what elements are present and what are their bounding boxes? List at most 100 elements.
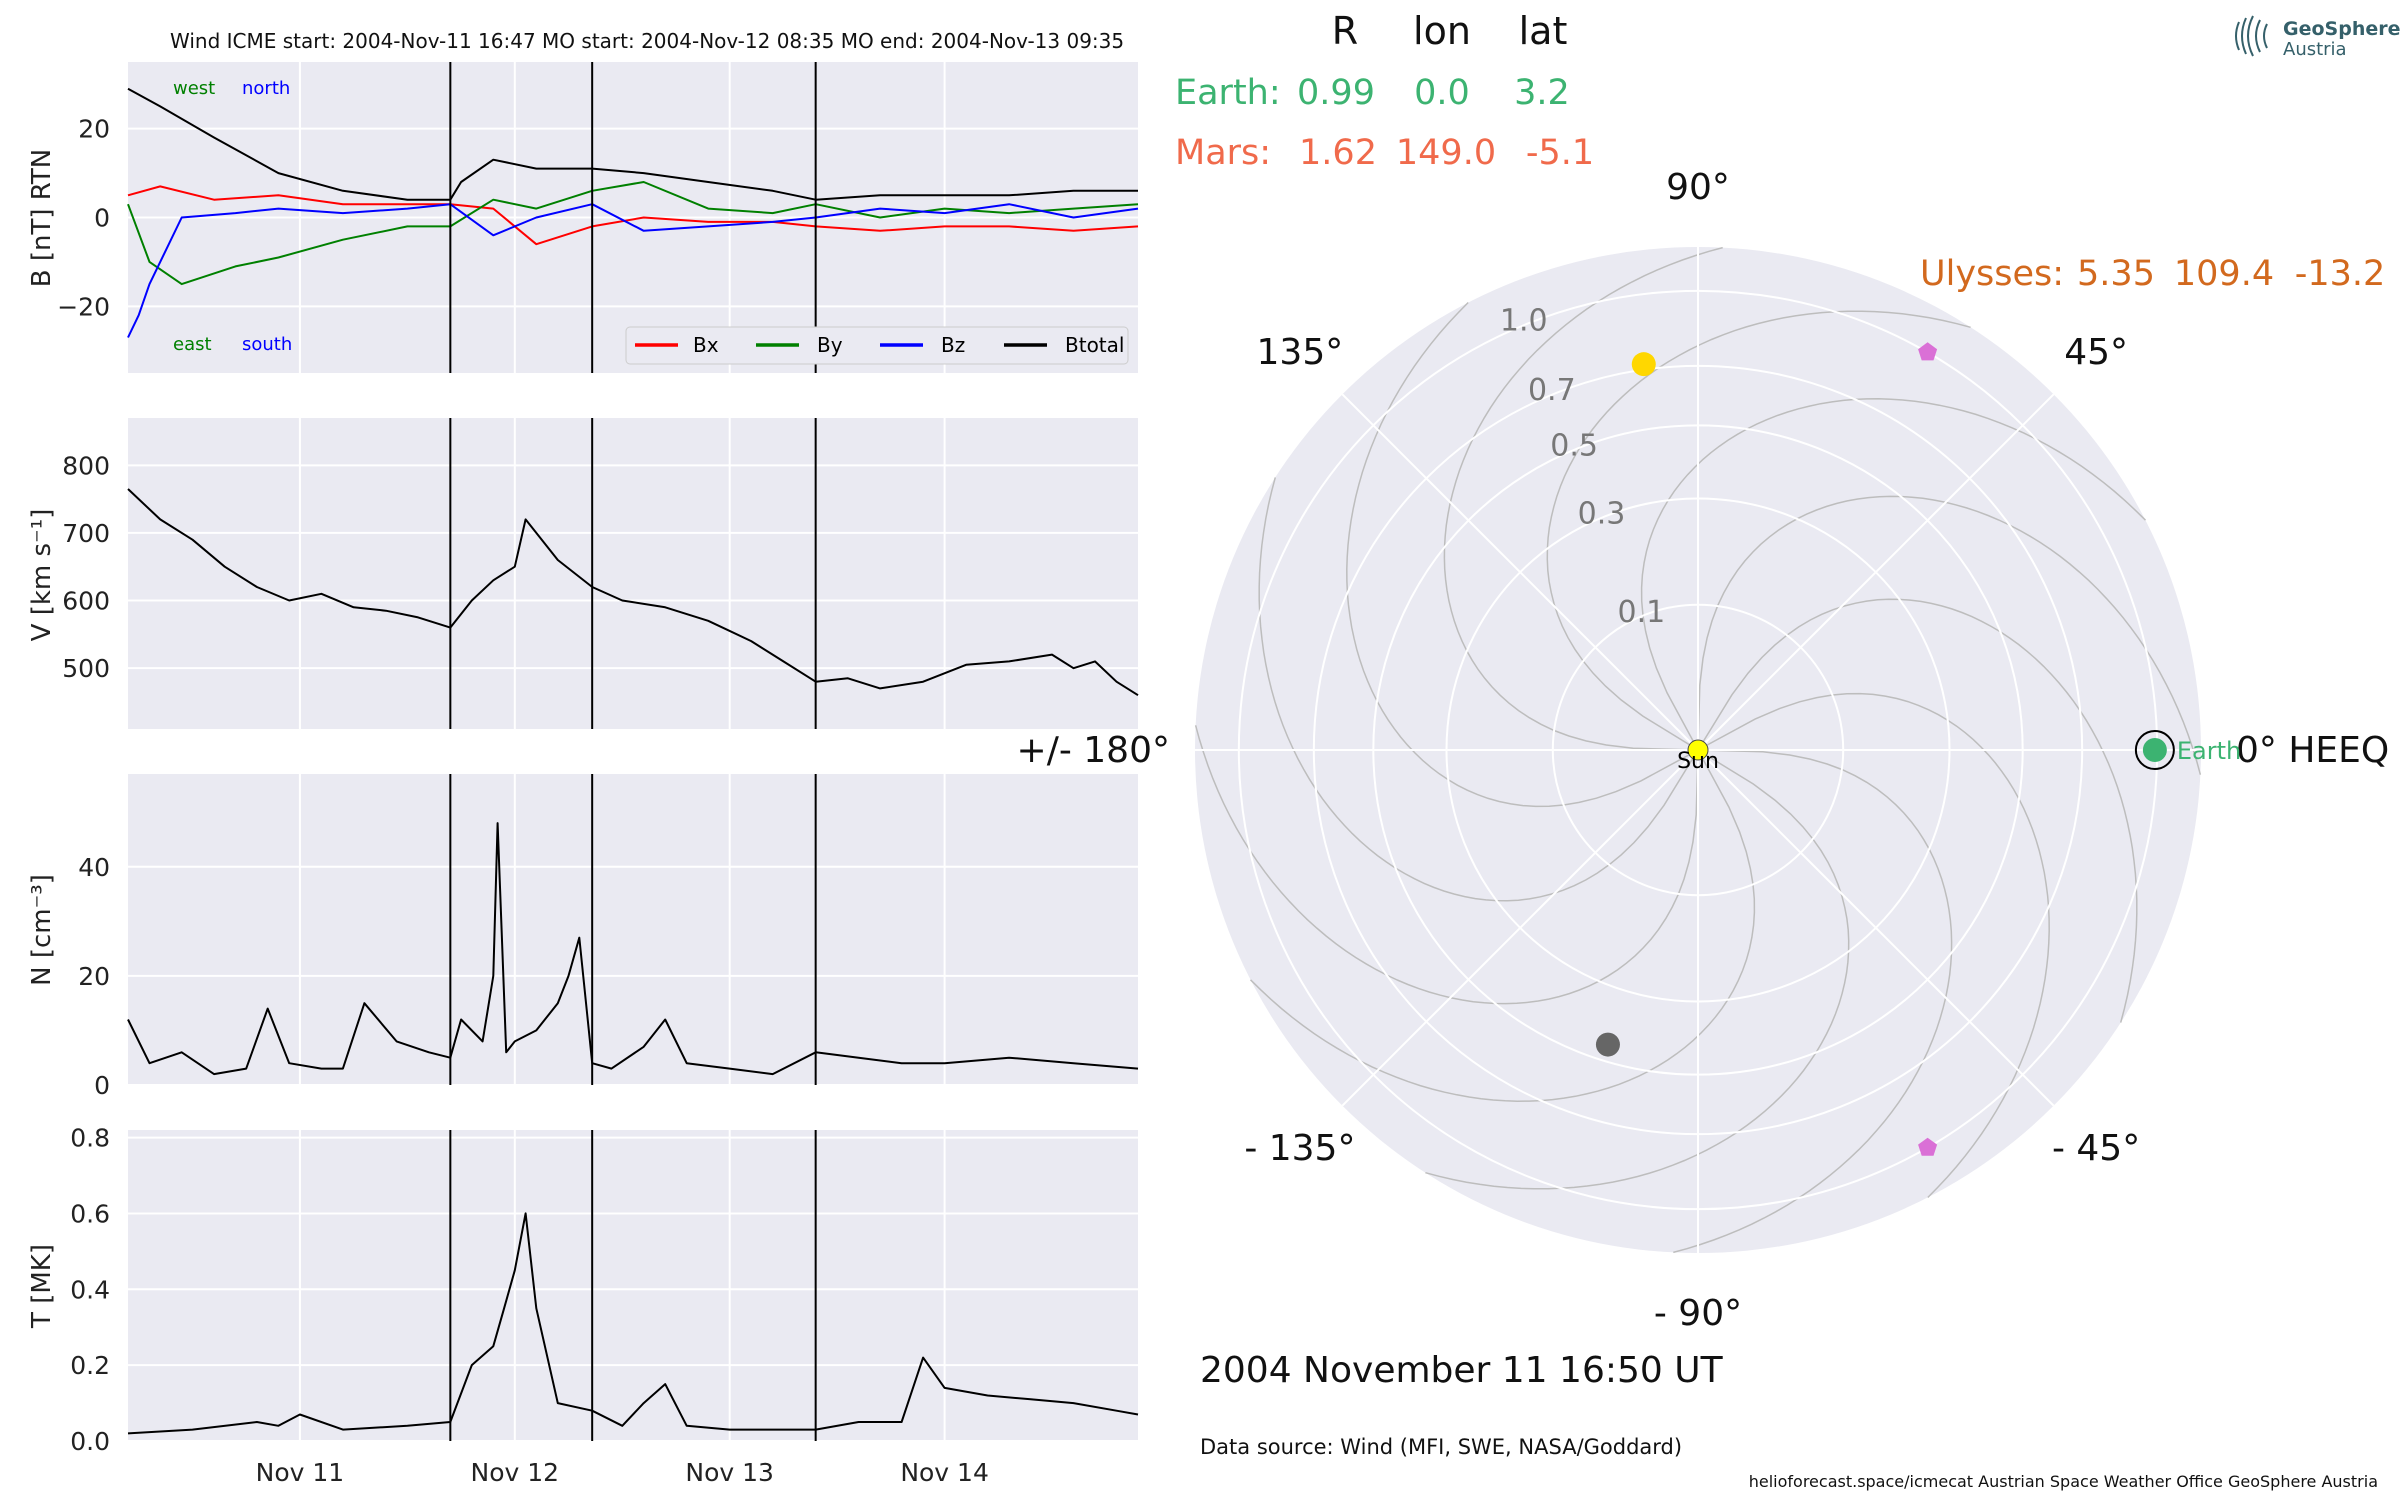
y-axis-label: T [MK] (27, 1244, 57, 1329)
geosphere-logo: GeoSphere Austria (2235, 15, 2400, 60)
legend-label-bz: Bz (941, 333, 965, 357)
event-lines (449, 418, 817, 729)
event-lines (449, 1130, 817, 1441)
logo-icon (2235, 15, 2268, 57)
planet-markers: Sun Earth (1595, 342, 2241, 1156)
y-tick-label: 0.0 (70, 1427, 110, 1456)
legend-label-bx: Bx (693, 333, 719, 357)
event-lines (449, 774, 817, 1085)
table-row-mars-r: 1.62 (1299, 133, 1377, 173)
series-line-bz (127, 203, 1139, 338)
table-row-mars-name: Mars: (1175, 133, 1271, 173)
radial-grid-ring (1445, 497, 1951, 1003)
y-tick-label: 0.8 (70, 1124, 110, 1153)
panel-background (128, 418, 1138, 729)
radial-tick-label: 1.0 (1500, 304, 1548, 339)
logo-line1: GeoSphere (2283, 18, 2400, 40)
angle-label: - 135° (1244, 1128, 1355, 1169)
y-tick-label: 800 (62, 451, 110, 480)
table-header-lon: lon (1413, 9, 1471, 53)
series-line-btotal (127, 87, 1138, 201)
panel-grid (128, 1130, 1138, 1442)
marker-stereo-like-marker-1 (1918, 342, 1938, 361)
angle-label: 45° (2064, 332, 2128, 373)
table-row-ulysses-name: Ulysses: (1920, 254, 2064, 294)
series-line-v (127, 488, 1139, 697)
series-line-t (127, 1212, 1139, 1435)
earth-highlight-ring (2134, 730, 2175, 770)
legend: Bx By Bz Btotal (625, 326, 1129, 365)
panel-background (128, 1130, 1138, 1441)
annotation-south: south (242, 334, 292, 355)
table-row-earth-lon: 0.0 (1414, 73, 1470, 113)
x-tick-labels: Nov 11 Nov 12 Nov 13 Nov 14 (256, 1458, 989, 1487)
panel-background (128, 774, 1138, 1085)
data-source: Data source: Wind (MFI, SWE, NASA/Goddar… (1200, 1435, 1682, 1459)
radial-tick-label: 0.1 (1617, 595, 1665, 630)
y-tick-label: 700 (62, 519, 110, 548)
y-axis-label: B [nT] RTN (27, 149, 57, 288)
x-tick-label: Nov 12 (471, 1458, 560, 1487)
annotation-east: east (173, 334, 212, 355)
series-group (127, 1212, 1139, 1435)
radial-tick-label: 0.5 (1550, 428, 1598, 463)
timestamp: 2004 November 11 16:50 UT (1200, 1350, 1724, 1391)
polar-orbit-plot: 0.1 0.3 0.5 0.7 1.0 90° 45° 0° HEEQ - 45° - 90° -… (1017, 167, 2390, 1334)
position-table: R lon lat Earth: 0.99 0.0 3.2 Mars: 1.62… (1175, 9, 2385, 294)
label-earth: Earth (2177, 737, 2241, 765)
label-sun: Sun (1677, 749, 1719, 774)
radial-grid-ring (1312, 364, 2084, 1136)
annotation-west: west (173, 78, 215, 99)
table-header-lat: lat (1519, 9, 1568, 53)
y-tick-label: 0.4 (70, 1275, 110, 1304)
panel-magnetic-field: 200−20 B [nT] RTN west north east south … (27, 62, 1139, 373)
polar-grid (1194, 246, 2202, 1254)
table-row-earth-name: Earth: (1175, 73, 1281, 113)
y-tick-labels: 0.8 0.6 0.4 0.2 0.0 (70, 1124, 110, 1456)
table-row-ulysses-r: 5.35 (2077, 254, 2155, 294)
radial-grid-ring (1372, 424, 2024, 1076)
y-tick-labels: 40 20 0 (78, 853, 110, 1100)
y-tick-labels: 800 700 600 500 (62, 451, 110, 683)
angle-labels: 90° 45° 0° HEEQ - 45° - 90° - 135° +/- 180° 135… (1017, 167, 2390, 1334)
table-row-earth-r: 0.99 (1297, 73, 1375, 113)
angle-label: 135° (1257, 332, 1344, 373)
series-group (127, 488, 1139, 697)
x-tick-label: Nov 14 (900, 1458, 989, 1487)
y-tick-label: 20 (78, 115, 110, 144)
legend-box (625, 326, 1129, 365)
series-group (127, 87, 1139, 338)
radial-tick-labels: 0.1 0.3 0.5 0.7 1.0 (1500, 304, 1665, 630)
annotation-north: north (242, 78, 290, 99)
figure-header: Wind ICME start: 2004-Nov-11 16:47 MO st… (170, 29, 1124, 53)
event-lines (449, 62, 817, 373)
panel-velocity: 800 700 600 500 V [km s⁻¹] (27, 418, 1139, 729)
y-tick-label: 0.6 (70, 1199, 110, 1228)
table-row-mars-lat: -5.1 (1526, 133, 1594, 173)
table-row-earth-lat: 3.2 (1514, 73, 1570, 113)
table-header-r: R (1332, 9, 1358, 53)
table-row-ulysses-lat: -13.2 (2295, 254, 2386, 294)
panel-density: 40 20 0 N [cm⁻³] (27, 774, 1139, 1100)
radial-tick-label: 0.7 (1528, 373, 1576, 408)
table-row-ulysses-lon: 109.4 (2174, 254, 2274, 294)
credits: helioforecast.space/icmecat Austrian Spa… (1749, 1472, 2378, 1491)
angle-label: 0° HEEQ (2236, 730, 2389, 771)
y-tick-label: 600 (62, 587, 110, 616)
y-tick-label: 0 (94, 1071, 110, 1100)
panel-grid (128, 418, 1138, 729)
y-tick-labels: 20 0 −20 (57, 115, 110, 322)
y-tick-label: 20 (78, 962, 110, 991)
y-tick-label: 0 (94, 204, 110, 233)
panel-grid (128, 774, 1138, 1086)
marker-mercury (1595, 1032, 1620, 1057)
logo-line2: Austria (2283, 39, 2347, 60)
marker-venus (1631, 352, 1656, 377)
y-axis-label: V [km s⁻¹] (27, 509, 57, 642)
y-tick-label: 500 (62, 654, 110, 683)
marker-sun (1687, 739, 1709, 761)
table-row-mars-lon: 149.0 (1396, 133, 1496, 173)
panel-temperature: 0.8 0.6 0.4 0.2 0.0 Nov 11 Nov 12 Nov 13 Nov 14… (27, 1124, 1139, 1487)
y-axis-label: N [cm⁻³] (27, 874, 57, 986)
